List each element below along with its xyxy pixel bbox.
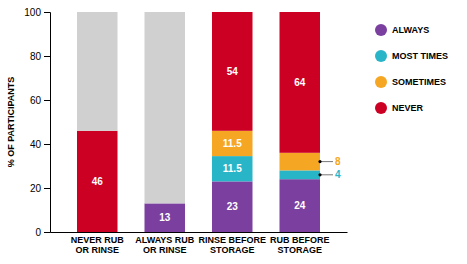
bar-segment <box>212 12 253 13</box>
y-axis-line <box>44 13 51 233</box>
y-axis-title: % OF PARTICIPANTS <box>6 77 16 168</box>
data-label: 4 <box>335 169 341 180</box>
x-tick: ALWAYS RUBOR RINSE <box>135 232 195 255</box>
data-label: 13 <box>159 212 171 223</box>
x-axis-line <box>51 232 348 233</box>
y-tick-mark <box>44 12 50 13</box>
chart: 020406080100NEVER RUBOR RINSEALWAYS RUBO… <box>0 0 467 264</box>
bar-segment <box>280 153 321 171</box>
y-tick-label: 20 <box>30 183 42 194</box>
legend-label: SOMETIMES <box>392 77 446 87</box>
y-tick: 20 <box>30 183 50 194</box>
x-axis: NEVER RUBOR RINSEALWAYS RUBOR RINSERINSE… <box>51 232 348 255</box>
bar-segment <box>280 12 321 13</box>
bar-segment <box>212 181 253 232</box>
y-tick-label: 80 <box>30 51 42 62</box>
y-axis: 0 20 40 60 80 100 <box>24 7 50 238</box>
leader-dot <box>318 173 321 176</box>
x-tick: RUB BEFORESTORAGE <box>270 232 330 255</box>
legend-swatch <box>375 24 387 36</box>
legend-item: NEVER <box>375 102 424 114</box>
legend: ALWAYS MOST TIMES SOMETIMES NEVER <box>375 24 448 114</box>
data-label: 8 <box>335 156 341 167</box>
data-label: 11.5 <box>223 163 242 174</box>
legend-label: MOST TIMES <box>392 51 448 61</box>
legend-item: SOMETIMES <box>375 76 446 88</box>
legend-label: NEVER <box>392 103 424 113</box>
x-tick-label: ALWAYS RUBOR RINSE <box>135 235 195 255</box>
x-tick: RINSE BEFORESTORAGE <box>198 232 266 255</box>
y-tick: 40 <box>30 139 50 150</box>
y-tick: 100 <box>24 7 50 18</box>
data-label: 24 <box>294 200 306 211</box>
x-tick-label-line: OR RINSE <box>143 245 187 255</box>
bar-series <box>77 12 320 232</box>
x-tick-label: RINSE BEFORESTORAGE <box>198 235 266 255</box>
data-label: 46 <box>92 176 104 187</box>
legend-label: ALWAYS <box>392 25 429 35</box>
data-label: 11.5 <box>223 138 242 149</box>
bar-segment <box>77 131 118 232</box>
y-tick-label: 60 <box>30 95 42 106</box>
y-tick: 80 <box>30 51 50 62</box>
leader-dot <box>318 160 321 163</box>
y-tick-mark <box>44 56 50 57</box>
data-labels: 13 23 24 11.5 11.5 46 54 64 8 4 <box>92 66 341 223</box>
x-tick-label-line: RUB BEFORE <box>270 235 330 245</box>
y-tick-label: 40 <box>30 139 42 150</box>
data-label: 54 <box>227 66 239 77</box>
bar-segment <box>212 131 253 156</box>
x-tick-label-line: STORAGE <box>278 245 322 255</box>
x-tick-label-line: STORAGE <box>210 245 254 255</box>
bar-segment <box>77 12 118 131</box>
data-label: 64 <box>294 77 306 88</box>
x-tick-label-line: RINSE BEFORE <box>198 235 266 245</box>
y-tick: 0 <box>35 227 50 238</box>
x-tick-label-line: OR RINSE <box>75 245 119 255</box>
y-tick-mark <box>44 232 50 233</box>
y-tick-mark <box>44 100 50 101</box>
legend-swatch <box>375 50 387 62</box>
data-label: 23 <box>227 201 239 212</box>
legend-item: ALWAYS <box>375 24 429 36</box>
y-tick-mark <box>44 188 50 189</box>
x-tick-label: NEVER RUBOR RINSE <box>71 235 125 255</box>
bars <box>77 12 320 232</box>
plot: 020406080100NEVER RUBOR RINSEALWAYS RUBO… <box>24 7 347 256</box>
legend-item: MOST TIMES <box>375 50 448 62</box>
bar-segment <box>280 170 321 179</box>
bar-segment <box>280 179 321 232</box>
bar-segment <box>145 203 186 232</box>
bar-segment <box>212 12 253 131</box>
legend-swatch <box>375 102 387 114</box>
bar-segment <box>280 12 321 153</box>
bar-series <box>77 12 185 203</box>
legend-swatch <box>375 76 387 88</box>
x-tick: NEVER RUBOR RINSE <box>71 232 125 255</box>
y-tick-mark <box>44 144 50 145</box>
x-tick-label-line: ALWAYS RUB <box>135 235 195 245</box>
bar-segment <box>212 156 253 181</box>
y-tick-label: 100 <box>24 7 41 18</box>
x-tick-label-line: NEVER RUB <box>71 235 125 245</box>
x-tick-label: RUB BEFORESTORAGE <box>270 235 330 255</box>
leader-line <box>320 161 333 162</box>
leader-line <box>320 174 333 175</box>
bar-segment <box>145 12 186 203</box>
y-tick: 60 <box>30 95 50 106</box>
y-tick-label: 0 <box>35 227 41 238</box>
